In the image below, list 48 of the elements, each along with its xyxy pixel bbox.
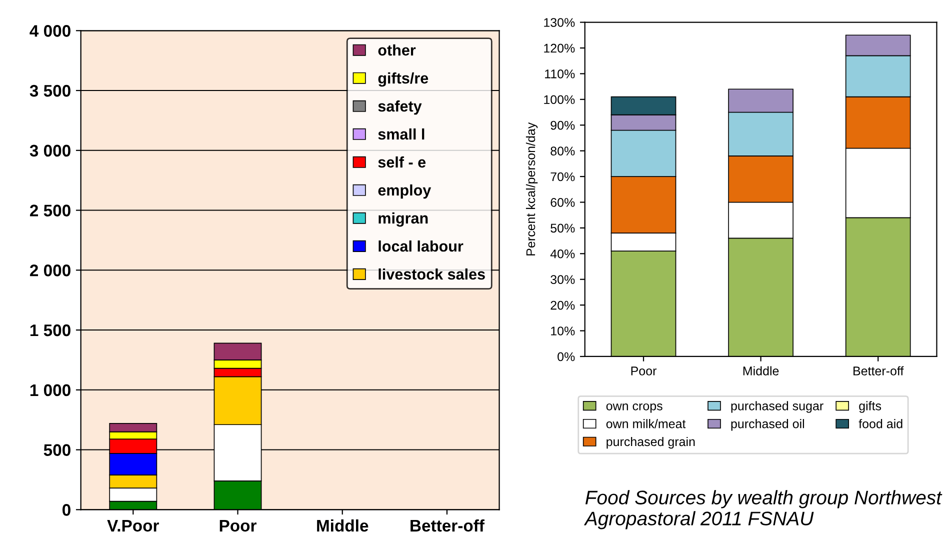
y-tick-label: 1 500 <box>30 324 70 336</box>
legend-label: livestock sales <box>378 268 485 280</box>
legend-label: migran <box>378 212 428 227</box>
y-tick-label: 60% <box>550 198 575 207</box>
legend-label: gifts/re <box>378 72 428 87</box>
x-tick-label: V.Poor <box>107 520 159 532</box>
y-tick-label: 110% <box>545 69 575 78</box>
text: Food Sources by wealth group Northwest Agropastoral 2011 FSNAU <box>584 490 942 530</box>
y-tick-label: 2 500 <box>30 204 70 216</box>
y-tick-label: 4 000 <box>30 25 70 37</box>
x-tick-label: Middle <box>743 366 779 376</box>
y-tick-label: 0% <box>558 352 575 362</box>
legend-label: small l <box>378 128 424 140</box>
y-tick-label: 0 <box>62 504 70 516</box>
legend-label: food aid <box>858 419 902 428</box>
x-tick-label: Middle <box>317 519 368 532</box>
y-tick-label: 3 000 <box>30 144 70 157</box>
y-tick-label: 80% <box>550 146 575 156</box>
y-tick-label: 30% <box>550 275 575 284</box>
y-tick-label: 10% <box>551 326 575 336</box>
legend-label: own milk/meat <box>606 419 686 428</box>
x-tick-label: Poor <box>220 520 256 532</box>
legend-label: other <box>378 44 416 56</box>
y-tick-label: 100% <box>544 95 575 104</box>
legend-label: self - e <box>378 156 426 168</box>
legend-label: purchased grain <box>606 436 695 449</box>
x-tick-label: Better-off <box>410 519 484 532</box>
y-tick-label: 1 000 <box>30 384 70 396</box>
legend-label: own crops <box>606 403 662 413</box>
legend-label: safety <box>378 100 422 115</box>
y-tick-label: 130% <box>544 18 575 27</box>
legend-label: purchased sugar <box>731 401 824 413</box>
y-tick-label: 90% <box>550 120 575 130</box>
legend-label: local labour <box>378 240 464 252</box>
y-tick-label: 70% <box>550 172 575 182</box>
legend-label: gifts <box>859 401 882 413</box>
legend-label: purchased oil <box>731 419 804 431</box>
y-tick-label: 50% <box>550 224 575 233</box>
y-tick-label: 20% <box>550 300 575 310</box>
y-tick-label: 120% <box>544 44 575 53</box>
legend-label: employ <box>378 184 432 199</box>
y-tick-label: 2 000 <box>30 264 70 276</box>
y-tick-label: 3 500 <box>30 84 70 97</box>
y-tick-label: 500 <box>44 444 70 456</box>
x-tick-label: Better-off <box>854 366 904 376</box>
y-axis-title: Percent kcal/person/day <box>526 122 538 256</box>
x-tick-label: Poor <box>631 366 657 376</box>
y-tick-label: 40% <box>550 249 575 258</box>
